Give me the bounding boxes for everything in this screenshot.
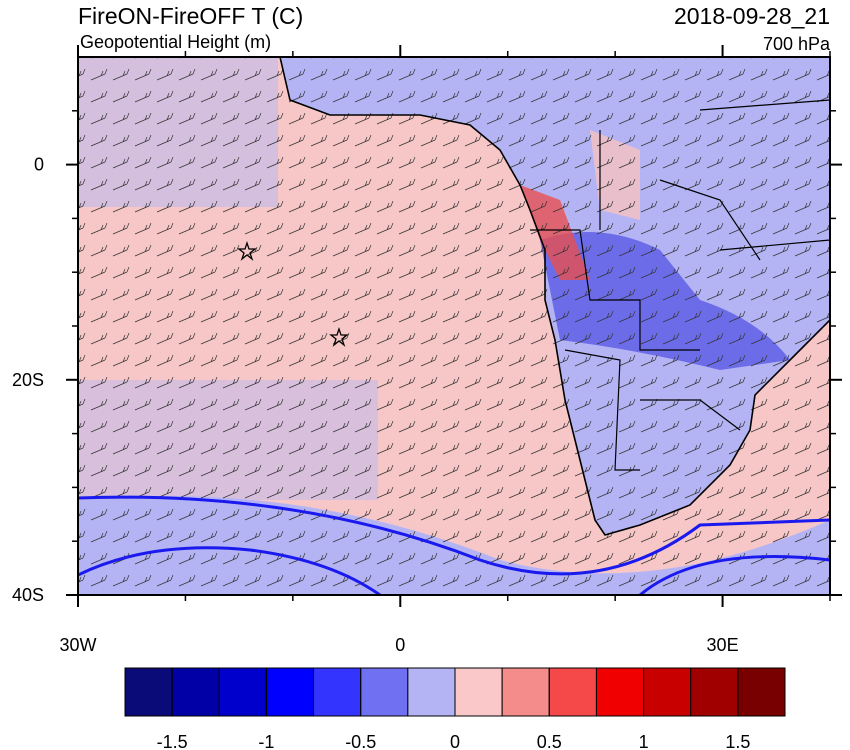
wind-barbs [78,57,830,595]
colorbar-tick-label: 1.5 [725,732,750,750]
x-tick-label: 30E [707,635,739,655]
colorbar-box [218,667,267,717]
borders [530,99,830,471]
colorbar-box [548,667,597,717]
colorbar-box [407,667,456,717]
colorbar-tick-label: -1 [258,732,274,750]
colorbar-box [737,667,786,717]
colorbar-box [124,667,173,717]
x-tick-label: 30W [59,635,96,655]
height-contour [639,555,830,595]
x-tick-label: 0 [395,635,405,655]
colorbar-box [313,667,362,717]
colorbar-box [265,667,315,717]
title: FireON-FireOFF T (C) [78,3,303,29]
colorbar-box [171,667,220,717]
y-tick-label: 40S [12,585,44,605]
colorbar-box [360,667,409,717]
site-marker [237,240,257,261]
colorbar-tick-label: 0.5 [537,732,562,750]
colorbar-box [595,667,645,717]
colorbar-box [643,667,692,717]
subtitle: Geopotential Height (m) [80,32,271,52]
level: 700 hPa [763,34,831,54]
datetime: 2018-09-28_21 [674,3,830,29]
map-field [78,57,830,595]
y-tick-label: 0 [34,155,44,175]
colorbar-tick-label: 1 [639,732,649,750]
coastline [279,57,830,536]
colorbar-tick-label: -1.5 [157,732,188,750]
colorbar-box [454,667,503,717]
colorbar-tick-label: 0 [450,732,460,750]
height-contour [78,495,830,576]
site-marker [329,326,349,347]
y-tick-label: 20S [12,370,44,390]
colorbar-box [690,667,739,717]
colorbar-box [501,667,550,717]
height-contour [78,546,381,595]
colorbar-tick-label: -0.5 [345,732,376,750]
